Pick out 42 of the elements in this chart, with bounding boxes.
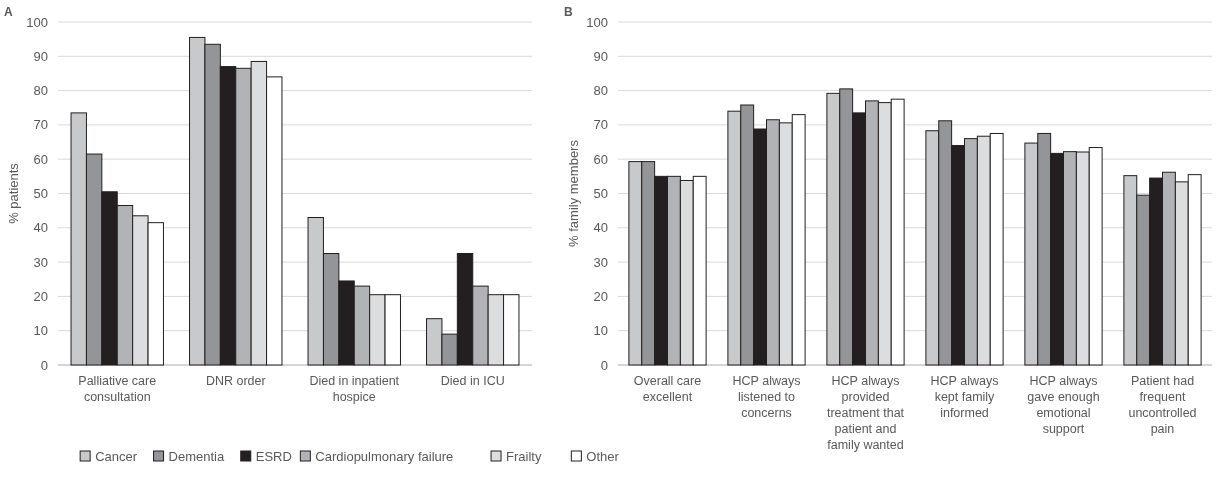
y-tick-label: 90 <box>593 48 608 64</box>
x-tick-label: Overall care excellent <box>633 374 702 404</box>
legend-label: Cancer <box>95 448 138 464</box>
x-tick-label: Palliative care consultation <box>78 374 157 404</box>
y-tick-label: 60 <box>593 151 608 167</box>
y-tick-label: 100 <box>26 14 48 30</box>
y-tick-label: 30 <box>33 254 48 270</box>
x-tick-label: Died in ICU <box>440 374 505 388</box>
y-tick-label: 70 <box>593 117 608 133</box>
chart-title: B <box>564 5 573 19</box>
y-axis-title: % patients <box>6 162 21 224</box>
y-axis-title: % family members <box>566 139 581 247</box>
y-tick-label: 50 <box>593 186 608 202</box>
y-tick-label: 0 <box>600 357 608 373</box>
chart-title: A <box>4 5 13 19</box>
x-tick-label: HCP always gave enough emotional support <box>1027 374 1100 436</box>
y-tick-label: 80 <box>593 83 608 99</box>
y-tick-label: 70 <box>33 117 48 133</box>
y-tick-label: 40 <box>33 220 48 236</box>
y-tick-label: 30 <box>593 254 608 270</box>
y-tick-label: 80 <box>33 83 48 99</box>
x-tick-label: Died in inpatient hospice <box>309 374 400 404</box>
y-tick-label: 90 <box>33 48 48 64</box>
y-tick-label: 10 <box>593 323 608 339</box>
legend-label: Other <box>586 448 620 464</box>
x-tick-label: HCP always kept family informed <box>930 374 999 420</box>
legend-label: Frailty <box>506 448 542 464</box>
legend-label: ESRD <box>255 448 292 464</box>
y-tick-label: 40 <box>593 220 608 236</box>
legend-label: Cardiopulmonary failure <box>315 448 454 464</box>
y-tick-label: 50 <box>33 186 48 202</box>
y-tick-label: 0 <box>40 357 48 373</box>
y-tick-label: 100 <box>586 14 608 30</box>
x-tick-label: Patient had frequent uncontrolled pain <box>1128 374 1197 436</box>
x-tick-label: HCP always listened to concerns <box>732 374 801 420</box>
x-tick-label: HCP always provided treatment that patient and family wanted <box>826 374 905 452</box>
y-tick-label: 20 <box>33 288 48 304</box>
x-tick-label: DNR order <box>205 374 266 388</box>
y-tick-label: 20 <box>593 288 608 304</box>
legend-label: Dementia <box>168 448 225 464</box>
y-tick-label: 60 <box>33 151 48 167</box>
y-tick-label: 10 <box>33 323 48 339</box>
